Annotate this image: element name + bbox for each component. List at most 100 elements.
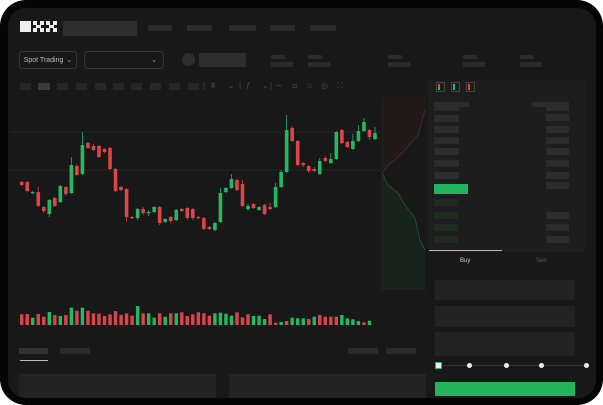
candle-body <box>119 187 123 190</box>
slider-handle[interactable] <box>435 362 442 369</box>
chevron-down-icon: ⌄ <box>151 57 157 64</box>
bid-row[interactable] <box>434 224 458 231</box>
volume-bar <box>268 314 272 325</box>
amount-input[interactable] <box>435 306 575 327</box>
interval-button[interactable] <box>57 83 68 90</box>
candle-body <box>262 205 267 214</box>
ask-row[interactable] <box>434 148 459 155</box>
volume-bar <box>191 314 195 325</box>
bid-row[interactable] <box>434 236 458 243</box>
interval-button[interactable] <box>169 83 180 90</box>
nav-item[interactable] <box>148 25 172 31</box>
interval-button-active[interactable] <box>38 83 50 90</box>
sell-tab[interactable]: Sell <box>536 258 547 264</box>
volume-bar <box>196 312 201 325</box>
chevron-down-icon[interactable]: ⌄ <box>228 81 235 90</box>
ask-row[interactable] <box>434 104 459 111</box>
slider-stop-75[interactable] <box>539 363 544 368</box>
buy-tab[interactable]: Buy <box>460 258 471 264</box>
volume-bar <box>53 315 57 325</box>
slider-stop-50[interactable] <box>504 363 509 368</box>
candle-body <box>80 145 85 174</box>
ask-row[interactable] <box>434 160 459 167</box>
market-type-dropdown[interactable]: Spot Trading ⌄ <box>19 51 77 69</box>
candle-body <box>58 186 63 202</box>
interval-button[interactable] <box>150 83 161 90</box>
nav-item[interactable] <box>270 25 295 31</box>
search-box[interactable] <box>63 21 137 36</box>
stat-label <box>388 55 402 59</box>
candle-body <box>97 146 101 157</box>
volume-bar <box>141 313 145 325</box>
slider-track[interactable] <box>439 365 588 366</box>
volume-bar <box>340 315 344 325</box>
line-tool-icon[interactable]: ∼ <box>276 81 283 90</box>
candle-body <box>185 208 190 218</box>
interval-button[interactable] <box>76 83 87 90</box>
candle-body <box>240 184 245 206</box>
ask-row[interactable] <box>434 126 459 133</box>
slider-stop-100[interactable] <box>584 363 589 368</box>
candle-body <box>41 207 46 211</box>
orderbook-view-both-icon[interactable] <box>436 82 445 92</box>
amount-cell <box>546 182 569 189</box>
volume-bar <box>240 317 245 325</box>
amount-cell <box>546 236 569 243</box>
bid-row[interactable] <box>434 212 458 219</box>
tab-open-orders[interactable] <box>19 348 48 354</box>
candle-body <box>345 142 350 147</box>
filter-button[interactable] <box>348 348 378 354</box>
pair-dropdown[interactable]: ⌄ <box>84 51 164 69</box>
candle-body <box>113 169 118 191</box>
interval-button[interactable] <box>188 83 199 90</box>
ask-row[interactable] <box>434 172 459 179</box>
volume-bar <box>47 312 51 325</box>
candle-body <box>157 207 162 223</box>
indicator-icon[interactable]: ƒ <box>246 81 251 90</box>
volume-bar <box>367 320 372 325</box>
total-input[interactable] <box>435 332 575 356</box>
candle-body <box>362 122 366 131</box>
tab-order-history[interactable] <box>60 348 90 354</box>
chevron-down-icon[interactable]: ⌄ <box>262 81 269 90</box>
volume-bar <box>284 321 289 325</box>
bid-row[interactable] <box>434 199 458 206</box>
volume-bar <box>102 316 107 325</box>
interval-button[interactable] <box>95 83 106 90</box>
orderbook-view-asks-icon[interactable] <box>466 82 475 92</box>
market-type-label: Spot Trading <box>23 56 64 64</box>
candle-body <box>69 165 74 193</box>
ruler-icon[interactable]: ⧄ <box>292 81 298 90</box>
volume-bar <box>224 313 228 325</box>
candle-type-icon[interactable]: ⩩ <box>211 81 216 90</box>
okx-logo[interactable] <box>20 21 57 32</box>
volume-bar <box>262 319 267 325</box>
volume-bar <box>152 317 156 325</box>
volume-bar <box>31 317 35 325</box>
candle-body <box>36 192 41 206</box>
buy-button[interactable] <box>435 382 575 396</box>
interval-button[interactable] <box>113 83 124 90</box>
interval-button[interactable] <box>131 83 142 90</box>
settings-icon[interactable]: ◎ <box>321 81 328 90</box>
candle-body <box>196 217 201 219</box>
nav-item[interactable] <box>229 25 256 31</box>
nav-item[interactable] <box>310 25 336 31</box>
orderbook-view-bids-icon[interactable] <box>451 82 460 92</box>
ask-row[interactable] <box>434 115 459 122</box>
slider-stop-25[interactable] <box>467 363 472 368</box>
candle-body <box>306 166 311 171</box>
camera-icon[interactable]: ⌂ <box>307 81 312 90</box>
amount-cell <box>546 104 569 111</box>
ask-row[interactable] <box>434 137 459 144</box>
fullscreen-icon[interactable]: ⛶ <box>337 81 343 90</box>
candle-body <box>279 172 283 187</box>
filter-button[interactable] <box>386 348 416 354</box>
candle-body <box>47 200 52 214</box>
interval-button[interactable] <box>20 83 31 90</box>
volume-bar <box>202 313 206 325</box>
price-input[interactable] <box>435 280 575 300</box>
candle-body <box>301 163 306 165</box>
nav-item[interactable] <box>187 25 212 31</box>
